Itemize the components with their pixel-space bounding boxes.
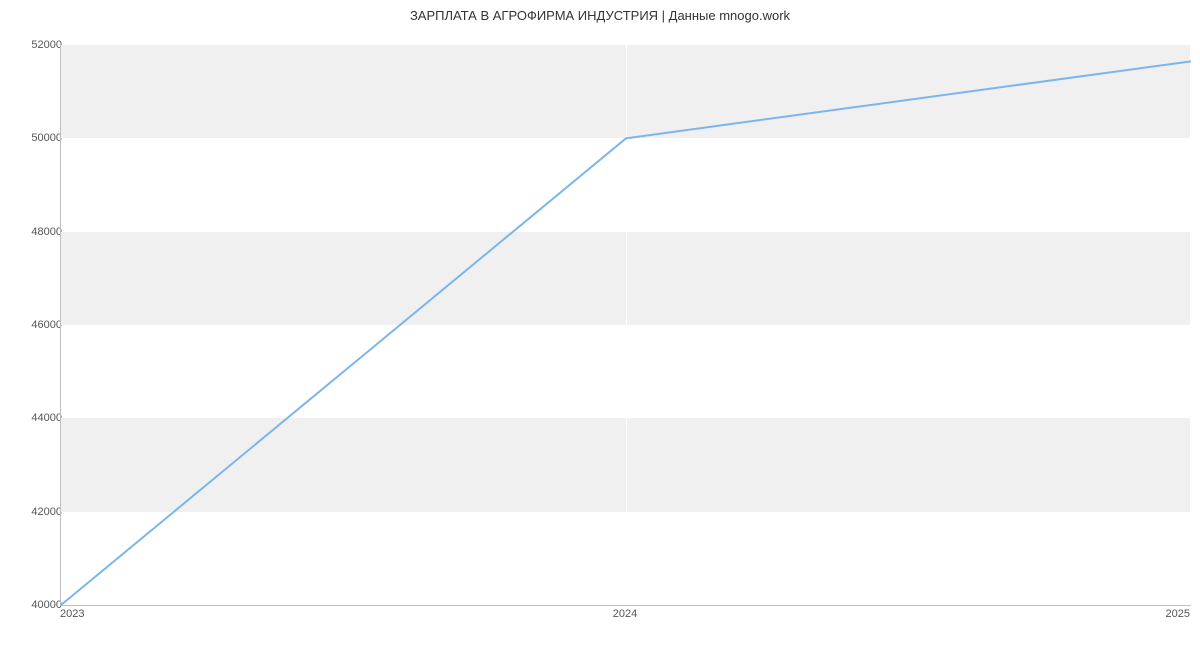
y-tick-label: 50000 <box>31 132 62 144</box>
x-tick-label: 2025 <box>1166 608 1190 620</box>
y-tick-label: 42000 <box>31 506 62 518</box>
x-tick-label: 2024 <box>613 608 637 620</box>
y-tick-label: 44000 <box>31 412 62 424</box>
chart-title: ЗАРПЛАТА В АГРОФИРМА ИНДУСТРИЯ | Данные … <box>0 0 1200 23</box>
y-tick-label: 52000 <box>31 39 62 51</box>
line-series <box>61 45 1191 605</box>
x-tick-label: 2023 <box>60 608 84 620</box>
y-tick-label: 40000 <box>31 599 62 611</box>
salary-chart: ЗАРПЛАТА В АГРОФИРМА ИНДУСТРИЯ | Данные … <box>0 0 1200 650</box>
y-tick-label: 48000 <box>31 226 62 238</box>
y-tick-label: 46000 <box>31 319 62 331</box>
plot-area <box>60 45 1191 606</box>
